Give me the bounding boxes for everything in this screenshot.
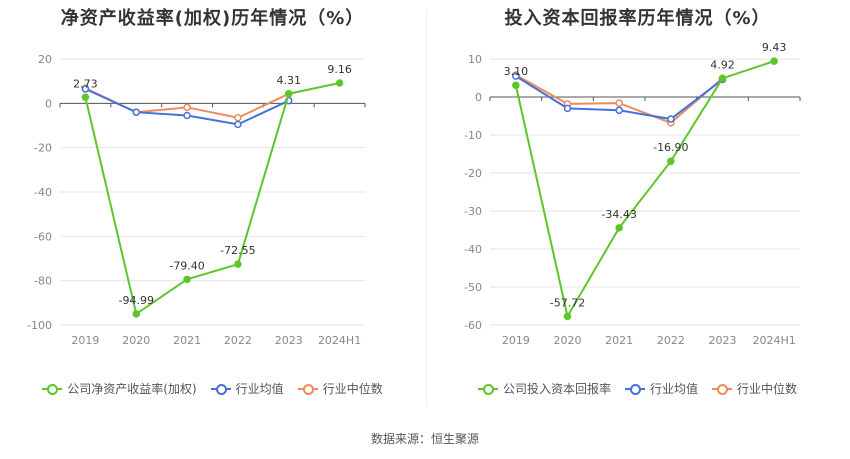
x-tick-label: 2020 [554,334,582,347]
point-company [512,81,520,89]
legend-label: 行业中位数 [322,382,383,396]
roe-chart-panel: 净资产收益率(加权)历年情况（%） 20 0 -20 -40 -60 -80 -100 201… [0,0,425,410]
data-label: -57.72 [550,296,585,309]
roic-chart-legend: 公司投入资本回报率 行业均值 行业中位数 [425,380,850,397]
series-line-industry_median [515,74,724,124]
point-industry_median [183,103,191,112]
data-label: -72.55 [220,244,255,257]
x-tick-label: 2024H1 [753,334,796,347]
point-company [563,312,572,321]
y-tick-label: -60 [34,230,52,243]
point-industry_median [615,99,623,107]
series-line-company [84,82,340,316]
point-company [285,90,293,98]
y-tick-label: -50 [464,281,482,294]
data-label: 3.10 [504,65,528,78]
point-industry_mean [81,85,90,93]
legend-swatch-mean [624,383,645,395]
series-line-company [514,60,775,320]
x-tick-label: 2020 [122,334,150,347]
x-tick-label: 2019 [71,334,99,347]
data-source-note: 数据来源：恒生聚源 [370,432,479,446]
data-label: -79.40 [169,259,204,272]
panel-divider [426,10,427,405]
legend-item-company-roe[interactable]: 公司净资产收益率(加权) [42,380,197,397]
legend-swatch-company [477,383,498,395]
y-tick-label: 0 [45,97,52,110]
y-tick-label: 10 [468,53,482,66]
y-tick-label: -40 [464,243,482,256]
y-tick-label: -10 [464,129,482,142]
y-tick-label: -30 [464,205,482,218]
point-company [667,157,675,165]
x-tick-label: 2021 [173,334,201,347]
data-label: -94.99 [119,294,154,307]
y-tick-label: -60 [464,319,482,332]
y-tick-label: 20 [38,53,52,66]
point-company [183,275,191,284]
legend-label: 公司净资产收益率(加权) [67,382,197,396]
x-tick-label: 2024H1 [318,334,361,347]
data-label: 4.31 [277,74,302,87]
data-label: 4.92 [710,58,735,71]
point-company [770,57,778,65]
point-industry_mean [234,120,242,129]
x-tick-label: 2022 [657,334,685,347]
x-tick-label: 2022 [224,334,252,347]
data-label: 9.43 [762,41,787,54]
point-company [81,93,90,102]
legend-item-industry-mean[interactable]: 行业均值 [624,380,698,397]
point-company [718,74,727,83]
legend-label: 行业均值 [649,382,698,396]
point-industry_mean [183,111,191,120]
legend-label: 行业均值 [235,382,284,396]
roic-chart-panel: 投入资本回报率历年情况（%） 10 0 -10 -20 -30 -40 -50 -60 2019… [425,0,850,410]
legend-item-company-roic[interactable]: 公司投入资本回报率 [477,380,611,397]
roic-chart-title: 投入资本回报率历年情况（%） [504,8,771,29]
point-industry_median [234,113,242,122]
data-label: 9.16 [327,63,352,76]
legend-swatch-median [712,383,732,395]
legend-label: 公司投入资本回报率 [502,382,611,396]
roe-chart-legend: 公司净资产收益率(加权) 行业均值 行业中位数 [0,380,425,397]
legend-item-industry-median[interactable]: 行业中位数 [297,380,383,397]
y-tick-label: -100 [27,319,52,332]
legend-label: 行业中位数 [737,382,798,396]
x-tick-label: 2019 [502,334,530,347]
data-label: -34.43 [601,208,636,221]
x-tick-label: 2023 [709,334,737,347]
x-tick-label: 2021 [605,334,633,347]
x-tick-label: 2023 [275,334,303,347]
point-company [132,310,140,318]
point-company [234,260,242,268]
y-tick-label: -80 [34,275,52,288]
point-company [335,79,344,87]
point-industry_mean [563,104,572,113]
point-company [615,224,623,232]
legend-item-industry-median[interactable]: 行业中位数 [712,380,797,397]
data-label: -16.90 [653,141,688,154]
roe-chart-plot: 20 0 -20 -40 -60 -80 -100 2019 2020 2021 2022 2023 2… [27,53,366,347]
y-tick-label: 0 [475,91,482,104]
legend-swatch-median [297,383,318,395]
y-tick-label: -20 [464,167,482,180]
roic-chart-plot: 10 0 -10 -20 -30 -40 -50 -60 2019 2020 2021 2022 202… [464,41,801,347]
data-label: 2.73 [73,77,98,90]
point-industry_mean [512,72,520,80]
legend-item-industry-mean[interactable]: 行业均值 [210,380,284,397]
legend-swatch-mean [210,383,231,395]
point-industry_mean [667,115,675,123]
point-industry_mean [132,108,140,116]
y-tick-label: -20 [34,142,52,155]
roe-chart-title: 净资产收益率(加权)历年情况（%） [60,8,365,29]
y-tick-label: -40 [34,186,52,199]
legend-swatch-company [42,383,63,395]
point-industry_mean [615,106,623,115]
